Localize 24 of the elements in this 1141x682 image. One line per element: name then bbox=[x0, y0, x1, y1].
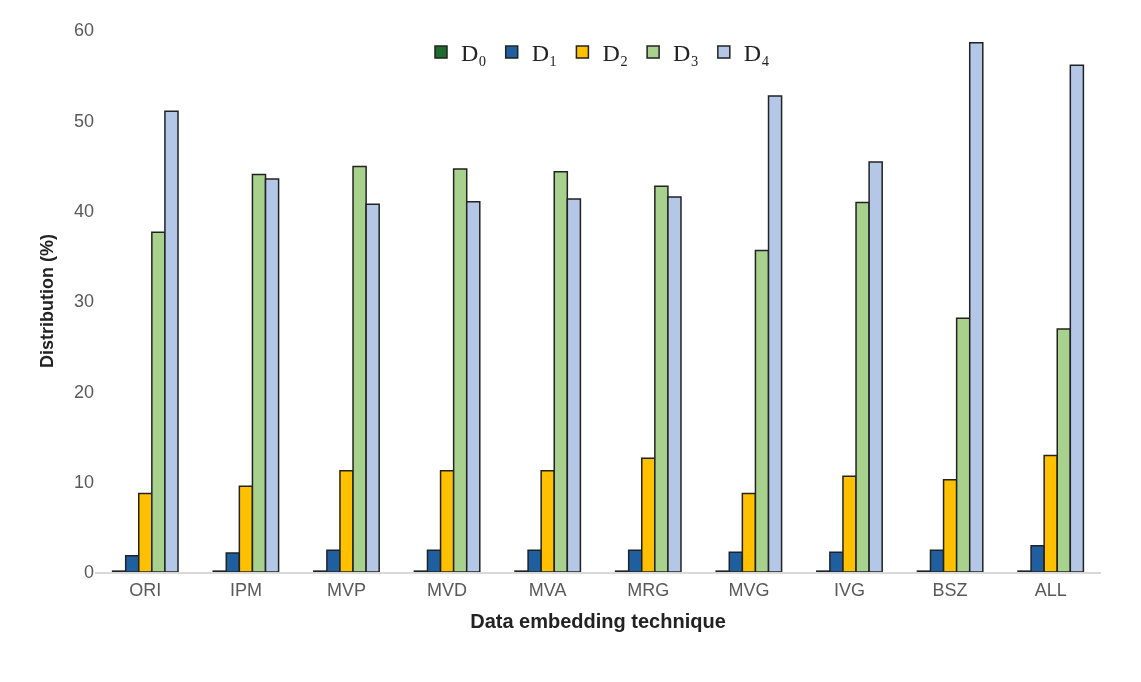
legend-label: D₂ bbox=[602, 40, 629, 67]
y-tick-label: 20 bbox=[73, 381, 94, 402]
y-tick-label: 50 bbox=[73, 110, 94, 131]
legend-label: D₃ bbox=[673, 40, 699, 67]
x-tick-label: MVD bbox=[427, 579, 468, 600]
x-tick-label: MRG bbox=[627, 579, 670, 600]
x-tick-label: ORI bbox=[129, 579, 162, 600]
legend-label: D₀ bbox=[461, 40, 487, 67]
x-tick-label: MVA bbox=[528, 579, 567, 600]
x-tick-label: ALL bbox=[1034, 579, 1067, 600]
y-tick-label: 10 bbox=[73, 471, 94, 492]
legend-label: D₄ bbox=[743, 40, 770, 67]
x-axis-title: Data embedding technique bbox=[470, 609, 726, 632]
x-tick-label: BSZ bbox=[932, 579, 968, 600]
y-axis-title: Distribution (%) bbox=[37, 234, 58, 368]
x-tick-label: IVG bbox=[833, 579, 866, 600]
y-tick-label: 60 bbox=[73, 20, 94, 41]
y-tick-label: 30 bbox=[73, 291, 94, 312]
x-tick-label: MVG bbox=[728, 579, 770, 600]
x-tick-label: IPM bbox=[229, 579, 262, 600]
legend-label: D₁ bbox=[531, 40, 558, 67]
y-tick-label: 40 bbox=[73, 200, 94, 221]
x-tick-label: MVP bbox=[326, 579, 367, 600]
y-tick-label: 0 bbox=[83, 562, 94, 583]
